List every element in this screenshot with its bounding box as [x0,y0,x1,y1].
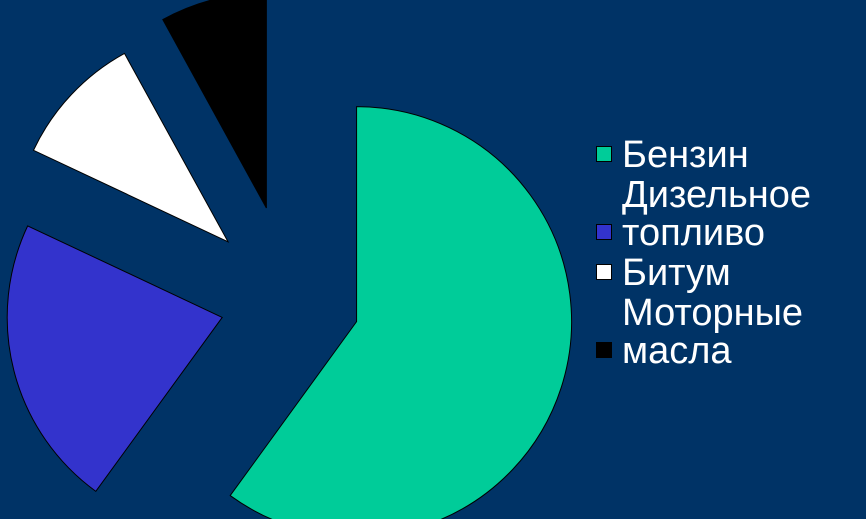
pie-slice-bitumen [32,52,230,243]
legend-item-gasoline: Бензин [596,136,864,174]
legend-item-bitumen: Битум [596,254,864,292]
legend-swatch-bitumen [596,264,612,280]
legend-item-diesel: Дизельное топливо [596,176,864,252]
legend: Бензин Дизельное топливо Битум Моторные … [596,136,864,372]
legend-swatch-motor-oil [596,342,612,358]
legend-label-bitumen: Битум [622,252,731,294]
legend-swatch-diesel [596,224,612,240]
legend-item-motor-oil: Моторные масла [596,294,864,370]
legend-swatch-gasoline [596,146,612,162]
pie-chart [6,0,573,519]
pie-slice-diesel [6,225,223,493]
legend-label-gasoline: Бензин [622,134,749,176]
legend-label-motor-oil: Моторные масла [622,292,804,372]
legend-label-diesel: Дизельное топливо [622,174,812,254]
pie-slice-gasoline [229,106,573,519]
pie-slice-motor-oil [162,0,267,209]
